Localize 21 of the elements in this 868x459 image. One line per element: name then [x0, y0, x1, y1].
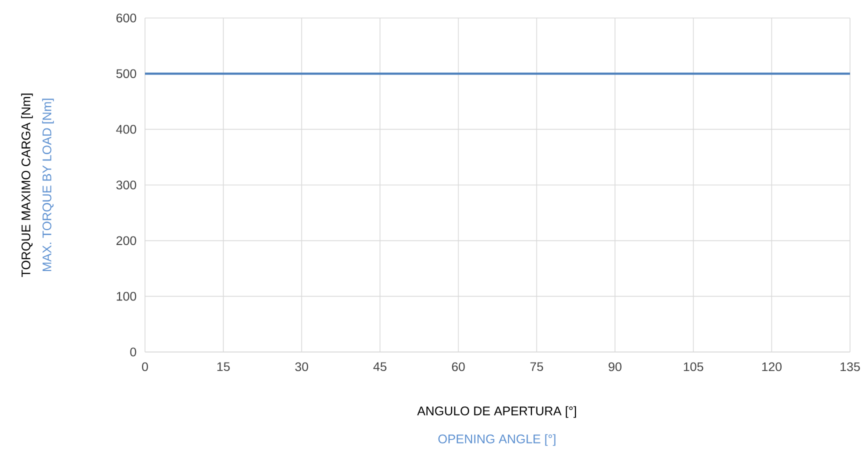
y-tick-label: 400: [116, 124, 136, 134]
x-axis-title: ANGULO DE APERTURA [°]: [417, 406, 576, 418]
x-tick-label: 30: [295, 362, 308, 372]
y-tick-label: 200: [116, 236, 136, 246]
text: TORQUE MAXIMO CARGA [Nm]: [21, 94, 33, 277]
y-tick-label: 0: [130, 348, 136, 356]
text: MAX. TORQUE BY LOAD [Nm]: [42, 98, 54, 272]
x-tick-label: 120: [762, 362, 782, 372]
x-tick-label: 75: [530, 362, 544, 372]
x-tick-label: 135: [840, 362, 860, 372]
x-tick-label: 60: [452, 362, 465, 372]
y-tick-label: 300: [116, 180, 136, 190]
text: OPENING ANGLE [°]: [438, 434, 556, 446]
x-tick-label: 0: [142, 362, 148, 372]
x-tick-label: 45: [373, 362, 386, 372]
y-tick-label: 500: [116, 69, 136, 78]
x-tick-label: 15: [217, 362, 230, 372]
y-tick-label: 600: [116, 14, 136, 22]
x-tick-label: 105: [684, 362, 704, 372]
y-tick-label: 100: [116, 292, 136, 301]
x-tick-label: 90: [608, 362, 622, 372]
